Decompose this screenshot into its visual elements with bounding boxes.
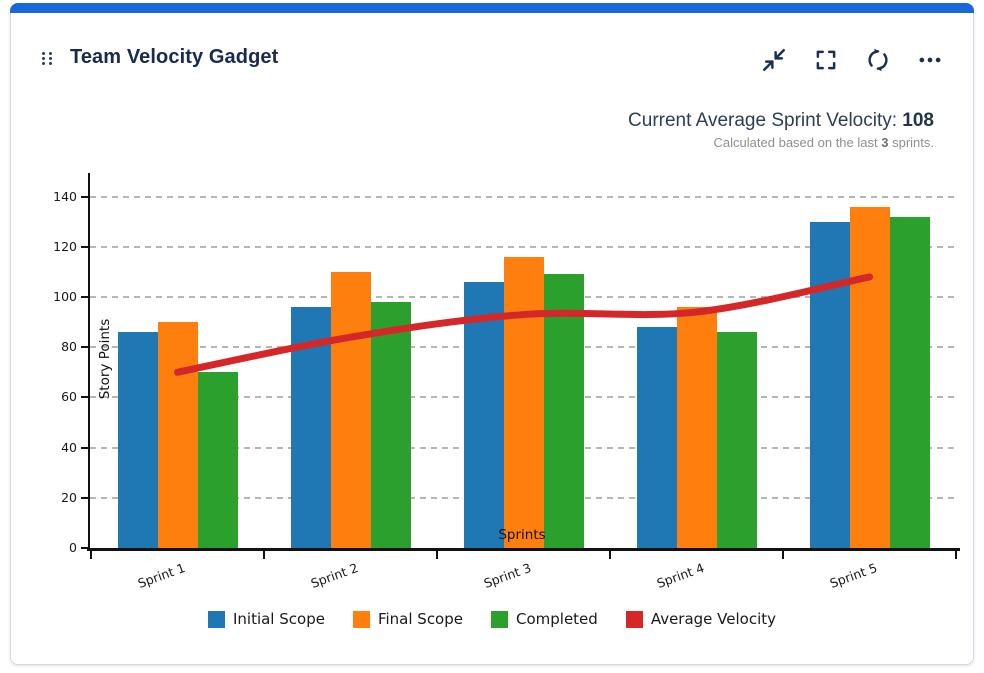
legend-item-completed: Completed	[491, 610, 598, 628]
x-axis-line	[87, 548, 960, 551]
more-options-button[interactable]	[917, 47, 943, 73]
y-axis-tick	[81, 496, 90, 499]
y-axis-tick	[81, 396, 90, 399]
y-axis-tick-label: 60	[61, 389, 77, 405]
bar-completed	[197, 372, 238, 548]
legend-label: Final Scope	[377, 610, 463, 628]
legend-item-final-scope: Final Scope	[352, 610, 463, 628]
legend-swatch	[625, 610, 643, 628]
bar-initial-scope	[809, 221, 850, 548]
y-gridline	[90, 195, 956, 198]
y-axis-tick	[81, 446, 90, 449]
drag-handle-icon[interactable]	[42, 52, 52, 65]
bar-final-scope	[849, 206, 890, 548]
velocity-gadget-card: Team Velocity Gadget	[10, 3, 974, 665]
x-axis-title: Sprints	[498, 527, 546, 543]
refresh-button[interactable]	[865, 47, 891, 73]
x-axis-tick	[955, 548, 957, 559]
y-axis-line	[88, 173, 90, 551]
x-axis-category-label: Sprint 4	[654, 560, 706, 591]
velocity-chart: Story Points Sprints 0 20 40 60 80 100 120 140 S…	[11, 4, 973, 664]
x-axis-category-label: Sprint 5	[827, 560, 879, 591]
note-suffix: sprints.	[892, 135, 934, 150]
x-axis-tick	[436, 548, 438, 559]
note-prefix: Calculated based on the last	[713, 135, 878, 150]
x-axis-category-label: Sprint 2	[308, 560, 360, 591]
velocity-summary: Current Average Sprint Velocity: 108 Cal…	[628, 110, 934, 150]
bar-final-scope	[330, 271, 371, 548]
summary-line: Current Average Sprint Velocity: 108	[628, 110, 934, 132]
y-axis-title: Story Points	[97, 318, 113, 400]
summary-value: 108	[902, 110, 934, 131]
collapse-icon	[763, 49, 785, 71]
bar-initial-scope	[463, 281, 504, 548]
legend-swatch	[491, 610, 508, 628]
y-axis-tick-label: 40	[61, 439, 77, 455]
legend-label: Average Velocity	[650, 610, 777, 628]
y-axis-tick-label: 80	[61, 339, 77, 355]
x-axis-tick	[263, 548, 265, 559]
summary-note: Calculated based on the last 3 sprints.	[628, 135, 934, 150]
legend-item-average-velocity: Average Velocity	[625, 610, 777, 628]
x-axis-tick	[782, 548, 784, 559]
y-axis-tick	[81, 547, 90, 549]
bar-completed	[370, 302, 411, 548]
gadget-title: Team Velocity Gadget	[70, 46, 279, 68]
x-axis-tick	[609, 548, 611, 559]
summary-label: Current Average Sprint Velocity:	[628, 110, 898, 131]
y-axis-tick-label: 20	[61, 489, 77, 505]
bar-final-scope	[503, 256, 544, 548]
bar-completed	[889, 216, 930, 548]
y-axis-tick-label: 120	[53, 238, 77, 254]
legend-label: Initial Scope	[232, 610, 325, 628]
gadget-toolbar	[761, 47, 943, 73]
fullscreen-icon	[816, 50, 836, 70]
collapse-button[interactable]	[761, 47, 787, 73]
y-axis-tick-label: 140	[53, 188, 77, 204]
more-options-icon	[919, 57, 941, 63]
y-axis-tick	[81, 346, 90, 349]
legend-item-initial-scope: Initial Scope	[207, 610, 325, 628]
refresh-icon	[868, 48, 888, 72]
note-value: 3	[881, 135, 889, 150]
bar-completed	[543, 274, 584, 548]
legend-swatch	[207, 610, 225, 628]
x-axis-category-label: Sprint 3	[481, 560, 533, 591]
bar-initial-scope	[290, 307, 331, 548]
chart-legend: Initial Scope Final Scope Completed Average…	[11, 610, 973, 628]
bar-initial-scope	[117, 332, 158, 548]
bar-final-scope	[157, 322, 198, 548]
y-axis-tick-label: 100	[53, 289, 77, 304]
y-axis-tick	[81, 195, 90, 198]
y-axis-tick	[81, 245, 90, 248]
x-axis-category-label: Sprint 1	[135, 560, 187, 591]
y-gridline	[90, 245, 956, 248]
bar-completed	[716, 332, 757, 548]
y-axis-tick	[81, 296, 90, 298]
legend-swatch	[352, 610, 370, 628]
y-axis-tick-label: 0	[69, 540, 77, 555]
x-axis-tick	[90, 548, 92, 559]
legend-label: Completed	[516, 610, 598, 628]
bar-final-scope	[676, 307, 717, 548]
fullscreen-button[interactable]	[813, 47, 839, 73]
bar-initial-scope	[636, 327, 677, 548]
card-accent-bar	[10, 3, 974, 13]
